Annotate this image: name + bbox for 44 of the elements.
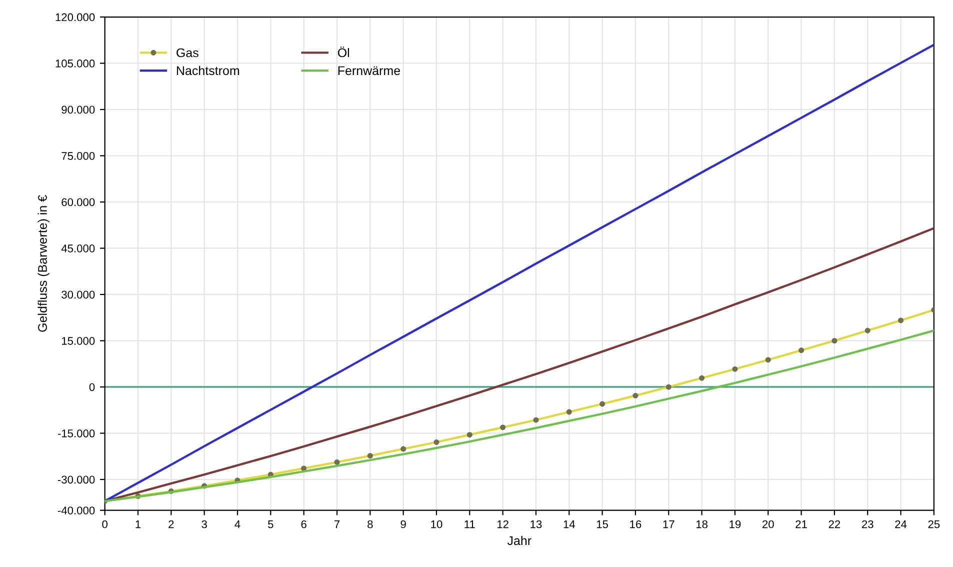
legend-label: Fernwärme (338, 66, 400, 76)
x-tick-label: 0 (102, 520, 108, 528)
y-tick-label: -30.000 (58, 476, 95, 484)
y-tick-label: 15.000 (62, 337, 95, 345)
y-tick-label: -15.000 (58, 429, 95, 438)
x-tick-label: 20 (762, 520, 774, 528)
y-tick-label: 120.000 (56, 13, 95, 22)
x-tick-label: 14 (564, 520, 575, 528)
y-tick-label: 90.000 (62, 106, 95, 114)
x-tick-label: 23 (862, 520, 874, 528)
x-tick-label: 5 (268, 520, 274, 528)
legend-label: Nachtstrom (176, 66, 240, 76)
y-tick-label: -40.000 (58, 506, 95, 514)
x-tick-label: 15 (596, 520, 608, 528)
x-tick-label: 21 (796, 520, 807, 528)
x-tick-label: 3 (202, 520, 207, 528)
y-tick-label: 45.000 (61, 244, 95, 252)
y-tick-label: 0 (89, 383, 95, 392)
x-tick-label: 19 (730, 520, 741, 528)
y-tick-label: 75.000 (62, 152, 95, 160)
x-tick-label: 22 (828, 520, 840, 528)
x-tick-label: 24 (895, 520, 907, 528)
y-tick-label: 30.000 (62, 290, 95, 299)
x-tick-label: 8 (368, 520, 373, 528)
x-tick-label: 7 (334, 520, 340, 528)
x-tick-label: 1 (136, 520, 141, 528)
x-tick-label: 17 (663, 520, 674, 528)
x-tick-label: 18 (696, 520, 708, 528)
x-tick-label: 2 (168, 520, 174, 528)
x-tick-label: 11 (464, 520, 475, 528)
x-tick-label: 13 (530, 520, 542, 528)
x-tick-label: 12 (497, 520, 508, 528)
x-tick-label: 16 (630, 520, 642, 528)
y-tick-label: 105.000 (56, 60, 95, 68)
x-tick-label: 10 (431, 520, 442, 528)
y-tick-label: 60.000 (62, 198, 95, 206)
y-axis-title: Geldfluss (Barwerte) in € (38, 195, 50, 332)
legend-label: Gas (176, 48, 198, 58)
x-axis-title: Jahr (507, 536, 532, 546)
x-tick-label: 25 (928, 520, 940, 528)
legend-label: Öl (338, 46, 350, 58)
x-tick-label: 9 (400, 520, 406, 528)
x-tick-label: 4 (234, 520, 240, 528)
x-tick-label: 6 (301, 520, 306, 528)
